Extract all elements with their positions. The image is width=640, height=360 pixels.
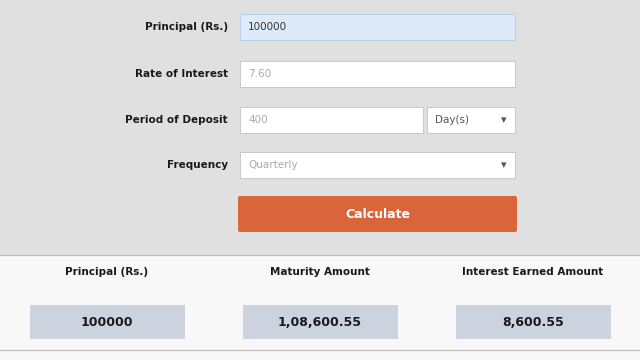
FancyBboxPatch shape bbox=[238, 196, 517, 232]
FancyBboxPatch shape bbox=[240, 152, 515, 178]
FancyBboxPatch shape bbox=[29, 305, 184, 339]
Text: Period of Deposit: Period of Deposit bbox=[125, 115, 228, 125]
Text: 7.60: 7.60 bbox=[248, 69, 271, 79]
Text: ▾: ▾ bbox=[501, 115, 507, 125]
Text: 1,08,600.55: 1,08,600.55 bbox=[278, 315, 362, 328]
FancyBboxPatch shape bbox=[0, 255, 640, 360]
Text: Maturity Amount: Maturity Amount bbox=[270, 267, 370, 277]
Text: ▾: ▾ bbox=[501, 160, 507, 170]
Text: Rate of Interest: Rate of Interest bbox=[135, 69, 228, 79]
FancyBboxPatch shape bbox=[427, 107, 515, 133]
Text: Frequency: Frequency bbox=[167, 160, 228, 170]
Text: Principal (Rs.): Principal (Rs.) bbox=[145, 22, 228, 32]
Text: Interest Earned Amount: Interest Earned Amount bbox=[462, 267, 604, 277]
Text: Day(s): Day(s) bbox=[435, 115, 469, 125]
FancyBboxPatch shape bbox=[243, 305, 397, 339]
FancyBboxPatch shape bbox=[456, 305, 611, 339]
FancyBboxPatch shape bbox=[240, 61, 515, 87]
Text: 100000: 100000 bbox=[248, 22, 287, 32]
FancyBboxPatch shape bbox=[240, 107, 423, 133]
Text: Principal (Rs.): Principal (Rs.) bbox=[65, 267, 148, 277]
Text: 400: 400 bbox=[248, 115, 268, 125]
FancyBboxPatch shape bbox=[240, 14, 515, 40]
Text: Calculate: Calculate bbox=[345, 207, 410, 220]
Text: 100000: 100000 bbox=[81, 315, 133, 328]
Text: 8,600.55: 8,600.55 bbox=[502, 315, 564, 328]
Text: Quarterly: Quarterly bbox=[248, 160, 298, 170]
